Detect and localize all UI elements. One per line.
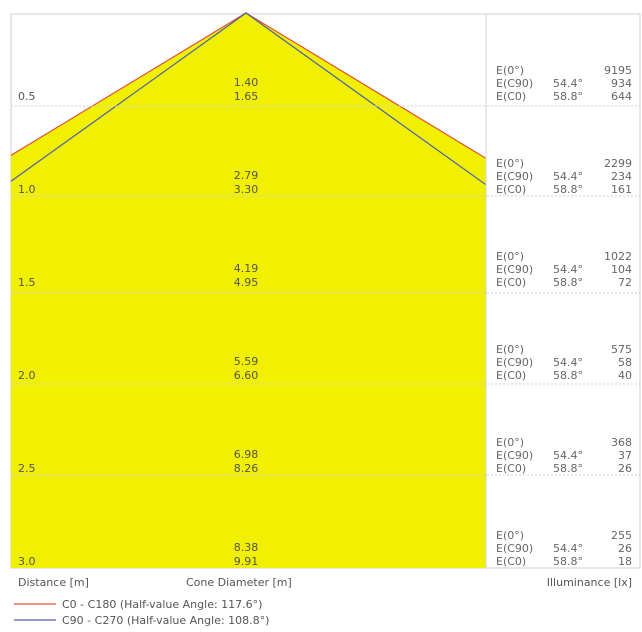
distance-row: 2.0 5.596.60 E(0°) 575 E(C90) 54.4° 58 E(C0) 58.… [18, 343, 632, 382]
ec0-label: E(C0) [496, 369, 526, 382]
diameter-c90-label: 5.59 [234, 355, 259, 368]
e0-value: 575 [611, 343, 632, 356]
ec90-angle: 54.4° [553, 263, 583, 276]
ec90-value: 234 [611, 170, 632, 183]
ec0-label: E(C0) [496, 276, 526, 289]
ec0-angle: 58.8° [553, 369, 583, 382]
e0-label: E(0°) [496, 64, 524, 77]
ec90-label: E(C90) [496, 77, 533, 90]
c90-c270-outline [10, 12, 487, 186]
ec0-angle: 58.8° [553, 90, 583, 103]
grid-layer [11, 105, 640, 476]
ec0-value: 26 [618, 462, 632, 475]
ec90-label: E(C90) [496, 356, 533, 369]
e0-value: 255 [611, 529, 632, 542]
ec90-label: E(C90) [496, 449, 533, 462]
diameter-c90-label: 1.40 [234, 76, 259, 89]
ec0-angle: 58.8° [553, 555, 583, 568]
diameter-c90-label: 4.19 [234, 262, 259, 275]
diameter-c90-label: 2.79 [234, 169, 259, 182]
e0-value: 1022 [604, 250, 632, 263]
e0-label: E(0°) [496, 250, 524, 263]
ec90-value: 26 [618, 542, 632, 555]
distance-row: 1.0 2.793.30 E(0°) 2299 E(C90) 54.4° 234 E(C0) 5… [18, 157, 632, 196]
distance-row: 0.5 1.401.65 E(0°) 9195 E(C90) 54.4° 934 E(C0) 5… [18, 64, 632, 103]
distance-row: 3.0 8.389.91 E(0°) 255 E(C90) 54.4° 26 E(C0) 58.… [18, 529, 632, 568]
cone-diameter-axis-label: Cone Diameter [m] [186, 576, 292, 589]
ec90-label: E(C90) [496, 170, 533, 183]
ec90-value: 58 [618, 356, 632, 369]
e0-value: 9195 [604, 64, 632, 77]
distance-row: 2.5 6.988.26 E(0°) 368 E(C90) 54.4° 37 E(C0) 58.… [18, 436, 632, 475]
e0-label: E(0°) [496, 157, 524, 170]
ec90-label: E(C90) [496, 263, 533, 276]
distance-axis-label: Distance [m] [18, 576, 89, 589]
e0-label: E(0°) [496, 343, 524, 356]
ec0-angle: 58.8° [553, 183, 583, 196]
ec0-label: E(C0) [496, 555, 526, 568]
e0-value: 2299 [604, 157, 632, 170]
distance-label: 1.5 [18, 276, 36, 289]
ec0-label: E(C0) [496, 183, 526, 196]
ec0-value: 18 [618, 555, 632, 568]
distance-label: 0.5 [18, 90, 36, 103]
distance-row: 1.5 4.194.95 E(0°) 1022 E(C90) 54.4° 104 E(C0) 5… [18, 250, 632, 289]
row-layer: 0.5 1.401.65 E(0°) 9195 E(C90) 54.4° 934 E(C0) 5… [18, 64, 632, 568]
light-cone-area [11, 13, 486, 568]
ec90-value: 37 [618, 449, 632, 462]
ec0-value: 40 [618, 369, 632, 382]
ec0-angle: 58.8° [553, 462, 583, 475]
diameter-c0-label: 9.91 [234, 555, 259, 568]
cone-layer [10, 12, 487, 568]
ec90-angle: 54.4° [553, 356, 583, 369]
distance-label: 2.5 [18, 462, 36, 475]
ec0-label: E(C0) [496, 462, 526, 475]
distance-label: 3.0 [18, 555, 36, 568]
ec0-label: E(C0) [496, 90, 526, 103]
legend-c90-label: C90 - C270 (Half-value Angle: 108.8°) [62, 614, 269, 627]
ec90-angle: 54.4° [553, 170, 583, 183]
diameter-c90-label: 8.38 [234, 541, 259, 554]
e0-label: E(0°) [496, 529, 524, 542]
ec90-value: 104 [611, 263, 632, 276]
ec0-value: 161 [611, 183, 632, 196]
diameter-c0-label: 1.65 [234, 90, 259, 103]
ec90-angle: 54.4° [553, 449, 583, 462]
illuminance-axis-label: Illuminance [lx] [547, 576, 632, 589]
legend-c0-label: C0 - C180 (Half-value Angle: 117.6°) [62, 598, 262, 611]
ec90-value: 934 [611, 77, 632, 90]
distance-label: 2.0 [18, 369, 36, 382]
diameter-c0-label: 6.60 [234, 369, 259, 382]
ec90-label: E(C90) [496, 542, 533, 555]
ec0-value: 72 [618, 276, 632, 289]
diameter-c90-label: 6.98 [234, 448, 259, 461]
ec90-angle: 54.4° [553, 77, 583, 90]
e0-value: 368 [611, 436, 632, 449]
e0-label: E(0°) [496, 436, 524, 449]
diameter-c0-label: 4.95 [234, 276, 259, 289]
ec0-value: 644 [611, 90, 632, 103]
distance-label: 1.0 [18, 183, 36, 196]
diameter-c0-label: 8.26 [234, 462, 259, 475]
ec90-angle: 54.4° [553, 542, 583, 555]
ec0-angle: 58.8° [553, 276, 583, 289]
diameter-c0-label: 3.30 [234, 183, 259, 196]
